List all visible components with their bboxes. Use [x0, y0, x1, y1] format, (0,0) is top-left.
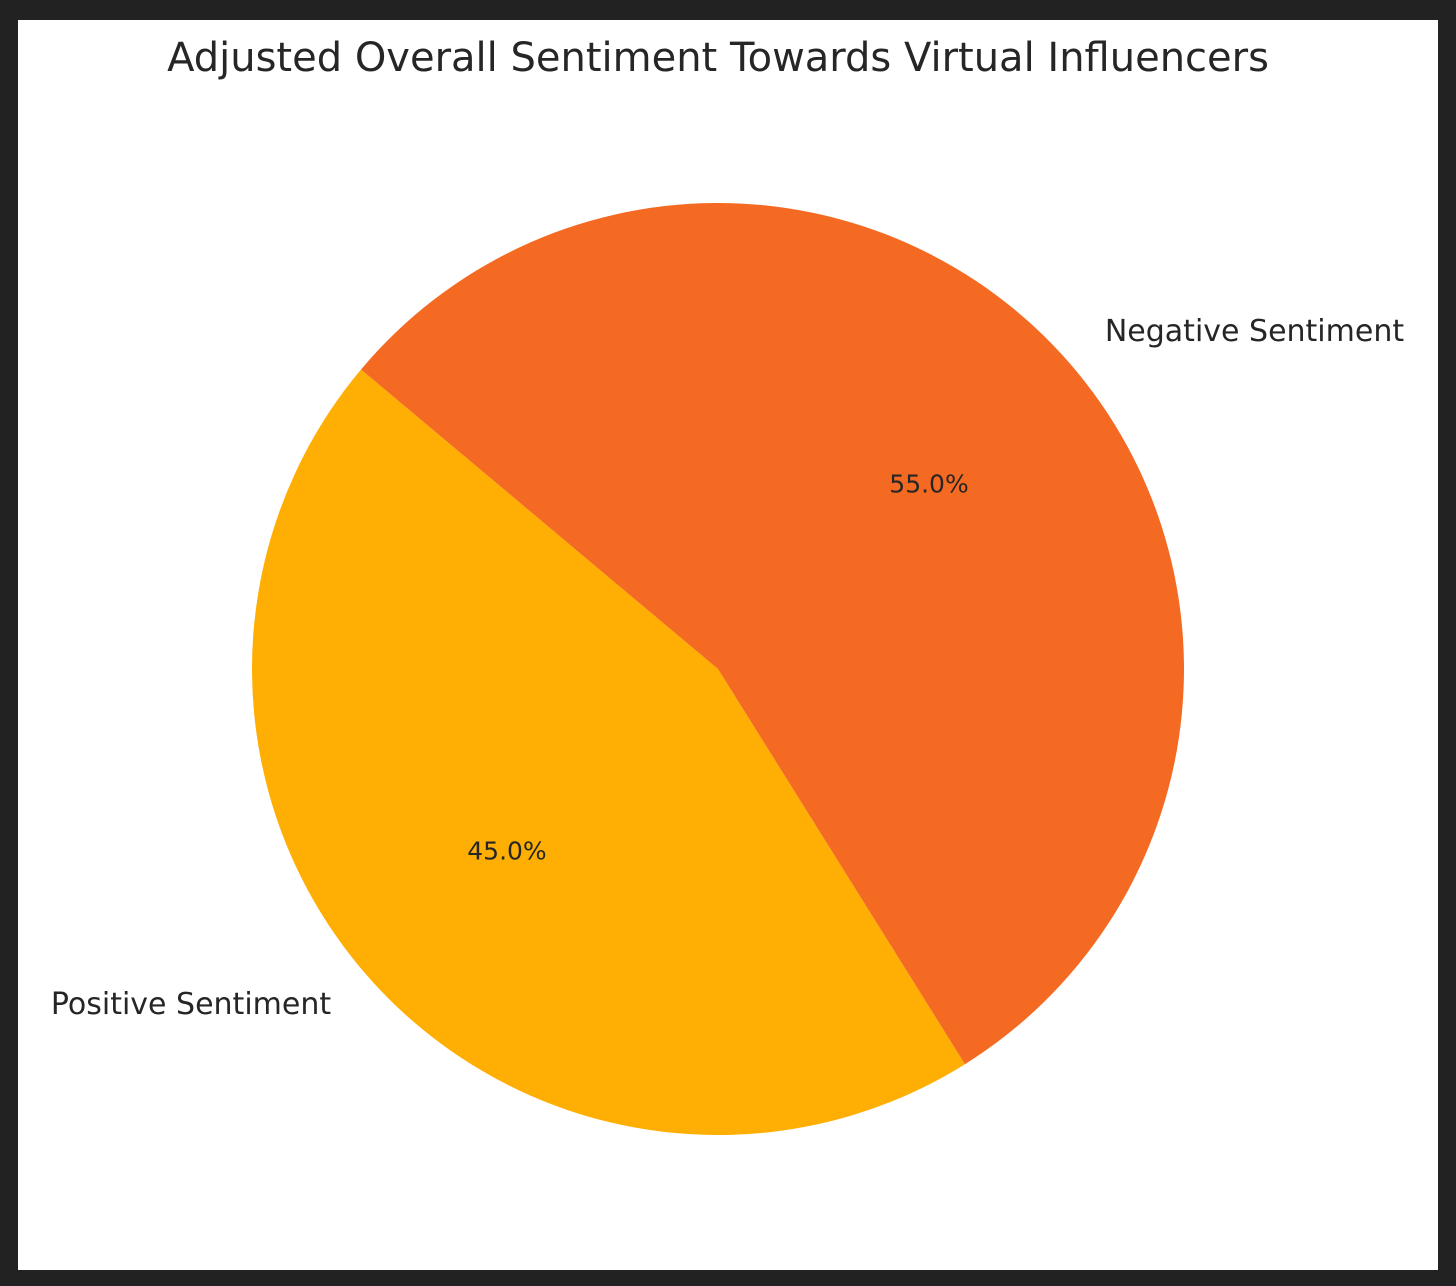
pct-label-negative-sentiment: 55.0% [889, 470, 968, 499]
slice-label-negative-sentiment: Negative Sentiment [1105, 314, 1404, 349]
pie-slice-negative-sentiment [361, 202, 1184, 1065]
pie-slices [252, 202, 1184, 1135]
slice-label-positive-sentiment: Positive Sentiment [51, 987, 331, 1022]
pie-labels: Positive Sentiment 45.0% Negative Sentimen… [51, 314, 1404, 1022]
chart-title: Adjusted Overall Sentiment Towards Virtu… [167, 35, 1269, 81]
pie-slice-positive-sentiment [252, 369, 965, 1135]
pct-label-positive-sentiment: 45.0% [467, 836, 546, 865]
